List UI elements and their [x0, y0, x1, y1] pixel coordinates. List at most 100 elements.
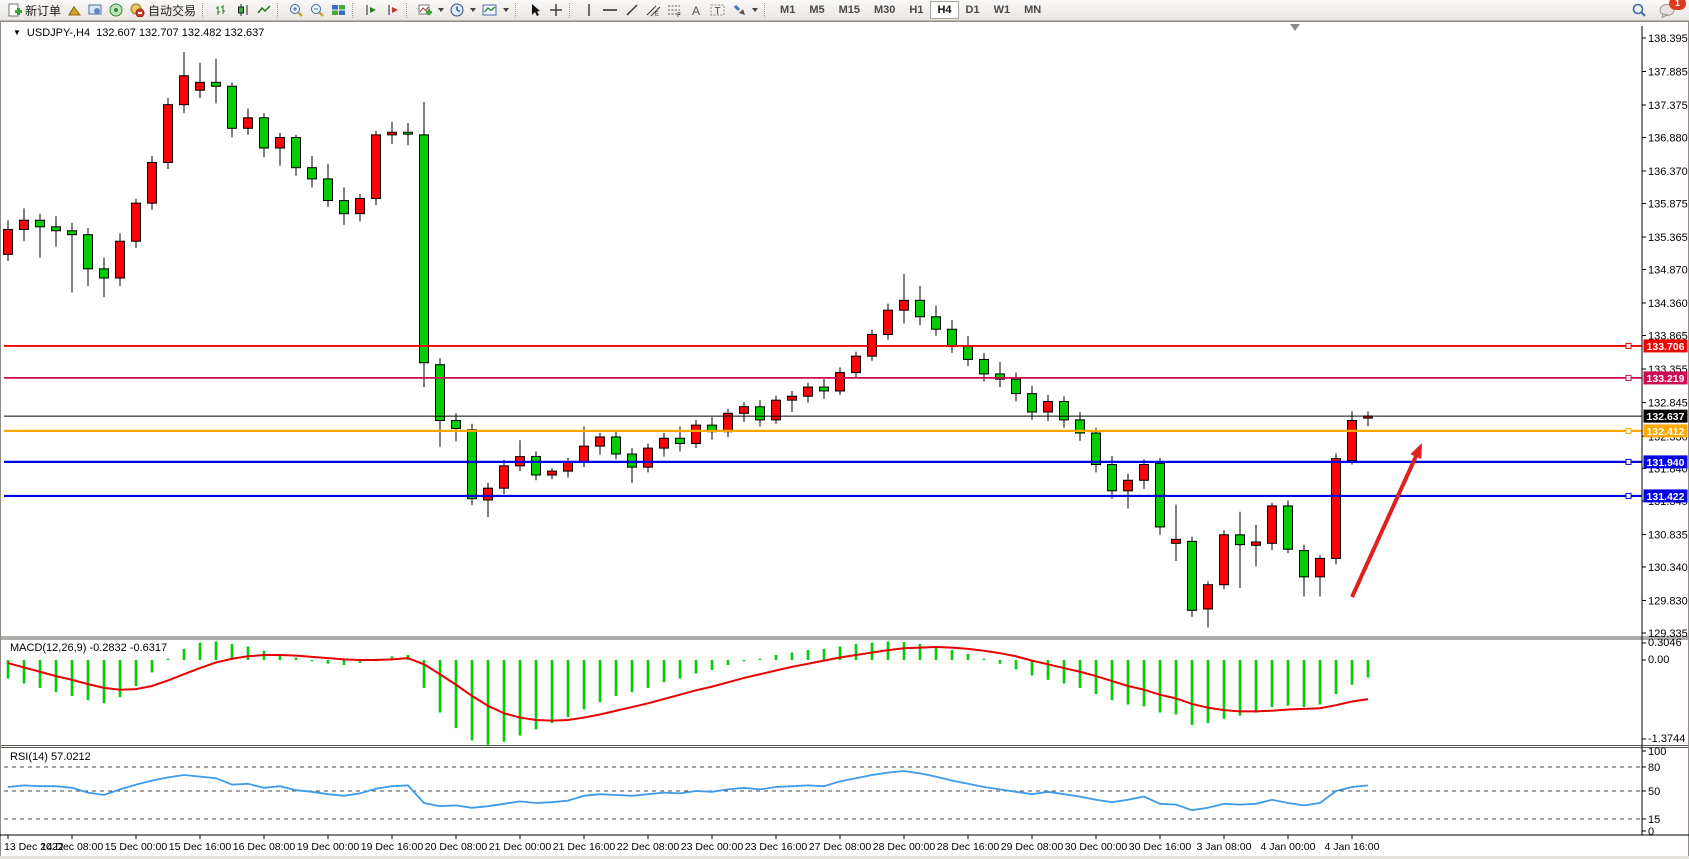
- candle-bull: [899, 299, 909, 311]
- new-order-button[interactable]: 新订单: [4, 1, 64, 20]
- market-watch-button[interactable]: [64, 1, 85, 20]
- chevron-down-icon: [752, 8, 759, 12]
- hline-handle[interactable]: [1625, 374, 1632, 381]
- fibonacci-icon: F: [668, 5, 681, 17]
- notifications-button[interactable]: 1: [1656, 0, 1686, 20]
- cursor-button[interactable]: [524, 1, 545, 20]
- candle-bull: [1171, 538, 1181, 544]
- timeframe-w1-button[interactable]: W1: [987, 1, 1018, 19]
- time-tick-label: 19 Dec 16:00: [361, 841, 424, 853]
- timeframe-m15-button[interactable]: M15: [832, 1, 867, 19]
- auto-scroll-icon: [366, 5, 377, 15]
- price-badge-label: 131.422: [1647, 491, 1685, 503]
- time-tick-label: 23 Dec 16:00: [745, 841, 808, 853]
- svg-text:E: E: [655, 12, 659, 17]
- time-tick-label: 23 Dec 00:00: [681, 841, 744, 853]
- trendline-button[interactable]: [621, 1, 642, 20]
- chart-shift-button[interactable]: [382, 1, 403, 20]
- candle-bear: [451, 420, 461, 429]
- periods-button[interactable]: [447, 1, 479, 20]
- text-button[interactable]: A: [686, 1, 707, 20]
- bar-chart-button[interactable]: [211, 1, 232, 20]
- candle-bear: [339, 200, 349, 215]
- symbol-period-label: USDJPY-,H4: [26, 27, 91, 39]
- candle-bull: [643, 447, 653, 468]
- rsi-axis-label: 100: [1648, 746, 1666, 758]
- candle-bull: [739, 406, 749, 414]
- price-badge: [1643, 455, 1688, 469]
- candle-bear: [291, 136, 301, 169]
- timeframe-m1-button[interactable]: M1: [773, 1, 802, 19]
- price-badge-label: 132.637: [1647, 411, 1685, 423]
- chevron-down-icon: [503, 8, 510, 12]
- horizontal-line-icon: [603, 9, 618, 11]
- candle-bear: [1059, 400, 1069, 421]
- timeframe-m30-button[interactable]: M30: [867, 1, 902, 19]
- timeframe-m5-button[interactable]: M5: [802, 1, 831, 19]
- time-tick-label: 3 Jan 08:00: [1197, 841, 1252, 853]
- symbol-header[interactable]: ▼ USDJPY-,H4 132.607 132.707 132.482 132…: [13, 27, 264, 39]
- equidistant-channel-button[interactable]: E: [642, 1, 664, 20]
- timeframe-d1-button[interactable]: D1: [959, 1, 987, 19]
- vertical-line-button[interactable]: [578, 1, 599, 20]
- time-tick-label: 20 Dec 08:00: [425, 841, 488, 853]
- chevron-down-icon: [438, 8, 445, 12]
- navigator-button[interactable]: [85, 1, 106, 20]
- price-axis[interactable]: 138.395 137.885 137.375 136.880 136.370 135.8…: [1641, 26, 1688, 838]
- toolbar-separator: [352, 2, 357, 18]
- timeframe-h4-button[interactable]: H4: [930, 1, 959, 19]
- price-tick-label: 137.885: [1648, 66, 1688, 78]
- candle-bull: [195, 81, 205, 91]
- plot-layers: [3, 52, 1642, 820]
- price-tick-label: 132.845: [1648, 397, 1688, 409]
- search-button[interactable]: [1628, 1, 1650, 20]
- timeframe-mn-button[interactable]: MN: [1017, 1, 1048, 19]
- candlestick-chart-icon: [237, 4, 248, 16]
- zoom-out-button[interactable]: [307, 1, 328, 20]
- candle-bear: [99, 268, 109, 279]
- templates-button[interactable]: [479, 1, 512, 20]
- trend-arrow[interactable]: [1350, 450, 1420, 598]
- candle-bear: [323, 178, 333, 202]
- tile-windows-button[interactable]: [328, 1, 349, 20]
- toolbar: 新订单 自动交易: [0, 0, 1689, 21]
- text-label-button[interactable]: T: [707, 1, 729, 20]
- auto-scroll-button[interactable]: [361, 1, 382, 20]
- hline-handle[interactable]: [1625, 427, 1632, 434]
- candle-bull: [1315, 557, 1325, 578]
- candle-bear: [979, 358, 989, 375]
- line-chart-button[interactable]: [253, 1, 274, 20]
- clock-icon: [450, 3, 464, 16]
- rsi-axis-label: 80: [1648, 762, 1660, 774]
- price-tick-label: 135.875: [1648, 198, 1688, 210]
- autotrading-button[interactable]: 自动交易: [127, 1, 199, 20]
- rsi-label: RSI(14) 57.0212: [10, 751, 91, 763]
- candle-bull: [163, 104, 173, 163]
- hline-handle[interactable]: [1625, 458, 1632, 465]
- fibonacci-button[interactable]: F: [664, 1, 686, 20]
- price-tick-label: 129.830: [1648, 595, 1688, 607]
- signals-button[interactable]: [106, 1, 127, 20]
- candle-bear: [611, 436, 621, 455]
- hline-handle[interactable]: [1625, 492, 1632, 499]
- horizontal-line-button[interactable]: [599, 1, 621, 20]
- time-tick-label: 27 Dec 08:00: [809, 841, 872, 853]
- candle-bull: [1043, 400, 1053, 413]
- crosshair-button[interactable]: [545, 1, 566, 20]
- zoom-in-button[interactable]: [286, 1, 307, 20]
- signals-icon: [109, 3, 123, 17]
- timeframe-h1-button[interactable]: H1: [902, 1, 930, 19]
- rsi-axis-label: 50: [1648, 786, 1660, 798]
- candlestick-chart-button[interactable]: [232, 1, 253, 20]
- trend-arrow-head[interactable]: [1410, 443, 1422, 459]
- market-watch-icon: [68, 6, 82, 16]
- price-badge-label: 133.219: [1647, 373, 1685, 385]
- chart-shift-marker[interactable]: [1290, 24, 1300, 31]
- candles-layer: [3, 52, 1373, 628]
- arrows-tool-button[interactable]: [729, 1, 761, 20]
- hline-handle[interactable]: [1625, 342, 1632, 349]
- indicators-button[interactable]: [415, 1, 447, 20]
